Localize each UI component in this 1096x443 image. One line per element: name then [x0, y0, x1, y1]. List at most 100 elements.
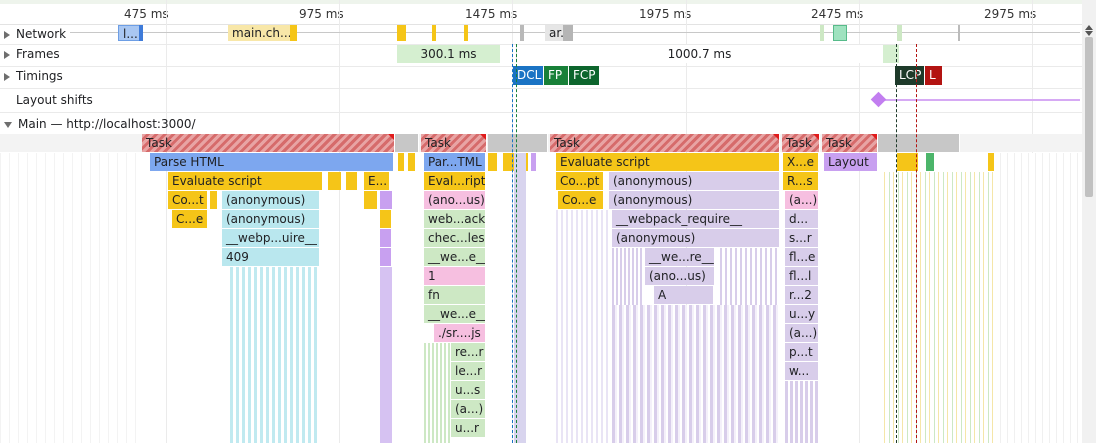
fp-marker[interactable]: FP: [544, 66, 568, 85]
flame-block[interactable]: [364, 191, 378, 209]
scroll-up-icon[interactable]: [1085, 25, 1093, 30]
flame-block[interactable]: (ano...us): [645, 267, 715, 285]
flame-block[interactable]: w...: [785, 362, 819, 380]
layout-shifts-label[interactable]: Layout shifts: [16, 93, 93, 107]
flame-block[interactable]: [398, 153, 405, 171]
network-track-label[interactable]: Network: [4, 27, 66, 41]
frame-bar[interactable]: 1000.7 ms: [516, 45, 882, 63]
flame-block[interactable]: [380, 248, 392, 266]
flame-block[interactable]: u...s: [451, 381, 486, 399]
scroll-down-icon[interactable]: [1085, 31, 1093, 36]
network-track[interactable]: Network l... main.ch... ar...: [0, 24, 1082, 45]
network-request-bar[interactable]: [397, 25, 406, 41]
parse-html-block[interactable]: Par...TML: [424, 153, 486, 171]
network-request-bar[interactable]: [958, 25, 960, 41]
network-request-bar[interactable]: main.ch...: [228, 25, 290, 41]
flame-block[interactable]: (a...): [785, 324, 819, 342]
expand-triangle-icon[interactable]: [4, 30, 10, 39]
flame-block[interactable]: R...s: [783, 172, 819, 190]
layout-shifts-track[interactable]: Layout shifts: [0, 88, 1082, 113]
frame-bar[interactable]: 300.1 ms: [397, 45, 500, 63]
flame-block[interactable]: [988, 153, 995, 171]
flame-block[interactable]: 409: [222, 248, 320, 266]
flame-block[interactable]: (a...): [451, 400, 486, 418]
task-block[interactable]: Task: [142, 134, 395, 152]
flame-block[interactable]: (a...): [785, 191, 819, 209]
flame-block[interactable]: Co...t: [168, 191, 208, 209]
flame-block[interactable]: __webp...uire__: [222, 229, 320, 247]
flame-block[interactable]: [531, 153, 537, 171]
flame-block[interactable]: [488, 153, 498, 171]
scrollbar-thumb[interactable]: [1085, 37, 1093, 197]
main-track-header[interactable]: Main — http://localhost:3000/: [0, 112, 1082, 134]
network-request-bar[interactable]: [139, 25, 143, 41]
timings-track[interactable]: Timings: [0, 66, 1082, 89]
flame-block[interactable]: [210, 191, 218, 209]
flame-block[interactable]: [926, 153, 935, 171]
flame-block[interactable]: __we...e__: [424, 248, 486, 266]
task-block[interactable]: Task: [421, 134, 487, 152]
flame-block[interactable]: [346, 172, 358, 190]
flame-block[interactable]: [380, 191, 393, 209]
network-request-bar[interactable]: [520, 25, 524, 41]
layout-shift-diamond-icon[interactable]: [870, 91, 887, 108]
flame-block[interactable]: web...ack: [424, 210, 486, 228]
flame-block[interactable]: Co...e: [558, 191, 604, 209]
dcl-marker[interactable]: DCL: [513, 66, 543, 85]
parse-html-block[interactable]: Parse HTML: [150, 153, 394, 171]
expand-triangle-icon[interactable]: [4, 72, 10, 81]
frame-bar[interactable]: [883, 45, 899, 63]
lcp-marker[interactable]: LCP: [895, 66, 924, 85]
network-request-bar[interactable]: [563, 25, 573, 41]
frames-track-label[interactable]: Frames: [4, 47, 60, 61]
frames-track[interactable]: Frames 300.1 ms 1000.7 ms: [0, 44, 1082, 67]
flame-block[interactable]: fn: [424, 286, 486, 304]
flame-block[interactable]: r...2: [785, 286, 819, 304]
anonymous-block[interactable]: (anonymous): [222, 210, 320, 228]
flame-block[interactable]: d...: [785, 210, 819, 228]
flame-block[interactable]: le...r: [451, 362, 486, 380]
expand-triangle-icon[interactable]: [4, 50, 10, 59]
network-request-bar[interactable]: [897, 25, 902, 41]
flame-block[interactable]: ./sr....js: [434, 324, 486, 342]
task-block[interactable]: [488, 134, 548, 152]
anonymous-block[interactable]: (anonymous): [222, 191, 320, 209]
vertical-scrollbar[interactable]: [1082, 0, 1096, 443]
network-request-bar[interactable]: l...: [118, 25, 140, 41]
main-track-label[interactable]: Main — http://localhost:3000/: [4, 117, 196, 131]
flame-block[interactable]: [408, 153, 416, 171]
evaluate-script-block[interactable]: E...: [364, 172, 390, 190]
flame-block[interactable]: C...e: [172, 210, 208, 228]
main-flame-chart[interactable]: Task Task Task Task Task Parse HTML Par.…: [0, 134, 1082, 443]
flame-block[interactable]: [380, 229, 392, 247]
flame-block[interactable]: [328, 172, 342, 190]
flame-block[interactable]: X...e: [783, 153, 819, 171]
flame-block[interactable]: __we...e__: [424, 305, 486, 323]
flame-block[interactable]: u...r: [451, 419, 486, 437]
layout-block[interactable]: Layout: [824, 153, 878, 171]
anonymous-block[interactable]: (anonymous): [609, 172, 780, 190]
evaluate-script-block[interactable]: Eval...ript: [424, 172, 486, 190]
time-ruler[interactable]: 475 ms 975 ms 1475 ms 1975 ms 2475 ms 29…: [0, 0, 1082, 25]
anonymous-block[interactable]: (anonymous): [612, 229, 780, 247]
evaluate-script-block[interactable]: Evaluate script: [556, 153, 780, 171]
evaluate-script-block[interactable]: Evaluate script: [168, 172, 323, 190]
flame-block[interactable]: chec...les: [424, 229, 486, 247]
task-block[interactable]: [395, 134, 419, 152]
flame-block[interactable]: fl...e: [785, 248, 819, 266]
flame-block[interactable]: 1: [424, 267, 486, 285]
task-block[interactable]: [878, 134, 960, 152]
network-request-bar[interactable]: [432, 25, 436, 41]
flame-block[interactable]: re...r: [451, 343, 486, 361]
load-marker[interactable]: L: [925, 66, 942, 85]
flame-block[interactable]: (ano...us): [424, 191, 486, 209]
flame-block[interactable]: __we...re__: [645, 248, 715, 266]
flame-block[interactable]: [380, 210, 392, 228]
flame-block[interactable]: p...t: [785, 343, 819, 361]
flame-block[interactable]: fl...l: [785, 267, 819, 285]
network-request-bar[interactable]: [820, 25, 824, 41]
flame-block[interactable]: u...y: [785, 305, 819, 323]
collapse-triangle-icon[interactable]: [4, 121, 12, 128]
timings-track-label[interactable]: Timings: [4, 69, 63, 83]
flame-block[interactable]: [897, 153, 919, 171]
